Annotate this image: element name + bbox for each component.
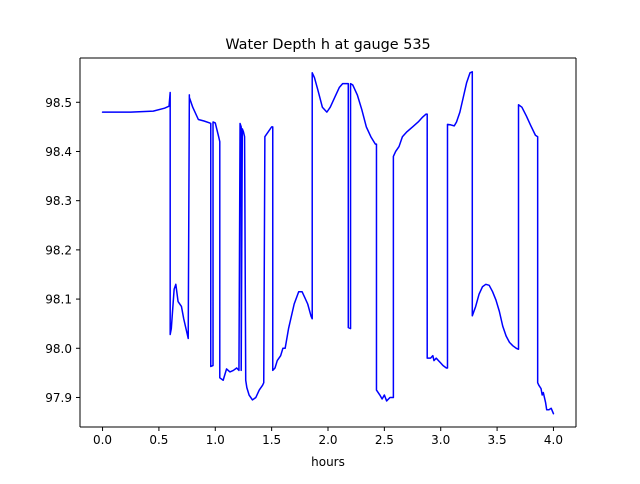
chart-title: Water Depth h at gauge 535: [225, 37, 430, 53]
x-tick-label: 3.0: [431, 433, 450, 447]
y-tick-label: 98.4: [45, 145, 72, 159]
series-line-0: [101, 71, 555, 415]
x-tick-label: 2.5: [375, 433, 394, 447]
axes-frame: [79, 57, 577, 428]
y-tick-label: 97.9: [45, 391, 72, 405]
y-tick-label: 98.2: [45, 243, 72, 257]
plot-area: [80, 58, 576, 427]
x-tick-label: 4.0: [544, 433, 563, 447]
y-tick-label: 98.3: [45, 194, 72, 208]
y-tick-label: 98.5: [45, 96, 72, 110]
series-layer: [101, 71, 555, 415]
x-axis-label: hours: [311, 455, 345, 469]
x-axis: 0.0 0.5 1.0 1.5 2.0 2.5 3.0 3.5 4.0: [93, 427, 563, 447]
x-tick-label: 1.5: [262, 433, 281, 447]
x-tick-label: 3.5: [488, 433, 507, 447]
x-tick-label: 0.0: [93, 433, 112, 447]
y-tick-label: 98.0: [45, 342, 72, 356]
x-tick-label: 2.0: [318, 433, 337, 447]
y-tick-label: 98.1: [45, 293, 72, 307]
x-tick-label: 0.5: [149, 433, 168, 447]
x-tick-label: 1.0: [206, 433, 225, 447]
y-axis: 97.9 98.0 98.1 98.2 98.3 98.4 98.5: [45, 96, 80, 405]
